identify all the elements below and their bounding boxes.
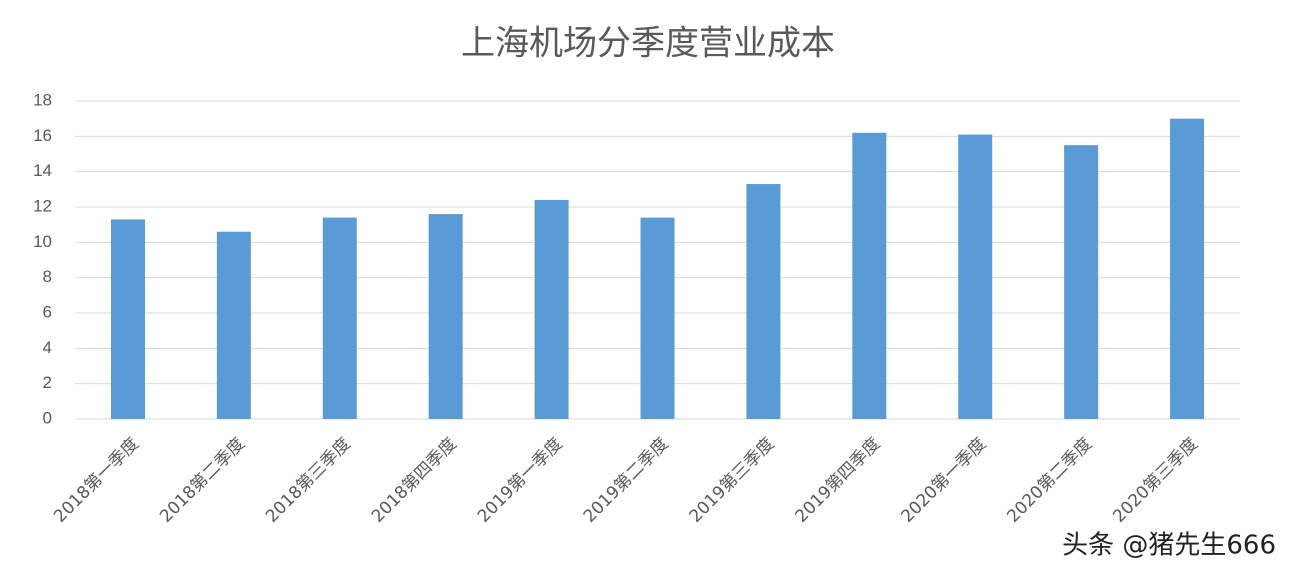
x-tick-label: 2020第一季度 [897, 434, 990, 527]
y-tick-label: 12 [33, 196, 52, 215]
bar [110, 219, 145, 419]
bar [746, 184, 781, 419]
y-tick-label: 10 [33, 232, 52, 251]
x-tick-label: 2018第一季度 [50, 434, 143, 527]
x-tick-label: 2019第四季度 [792, 434, 885, 527]
bar [428, 214, 463, 419]
bar [958, 134, 993, 420]
y-tick-label: 6 [43, 302, 52, 321]
bar [1170, 118, 1205, 420]
x-tick-label: 2018第四季度 [368, 434, 461, 527]
y-tick-label: 18 [33, 90, 52, 109]
x-tick-label: 2018第三季度 [262, 434, 355, 527]
y-tick-label: 4 [43, 338, 52, 357]
watermark: 头条 @猪先生666 [1062, 531, 1276, 561]
chart-title: 上海机场分季度营业成本 [461, 24, 835, 64]
bar [1064, 145, 1099, 419]
y-tick-label: 8 [43, 267, 52, 286]
bar [322, 217, 357, 419]
y-tick-label: 14 [33, 161, 52, 180]
bar [216, 231, 251, 419]
bar [534, 199, 569, 419]
x-tick-label: 2019第二季度 [580, 434, 673, 527]
bar [852, 132, 887, 420]
y-tick-label: 16 [33, 126, 52, 145]
y-tick-label: 0 [43, 408, 52, 427]
x-tick-label: 2020第二季度 [1003, 434, 1096, 527]
bar [640, 217, 675, 419]
x-tick-label: 2019第三季度 [686, 434, 779, 527]
x-tick-label: 2020第三季度 [1109, 434, 1202, 527]
x-tick-label: 2019第一季度 [474, 434, 567, 527]
y-tick-label: 2 [43, 373, 52, 392]
x-tick-label: 2018第二季度 [156, 434, 249, 527]
